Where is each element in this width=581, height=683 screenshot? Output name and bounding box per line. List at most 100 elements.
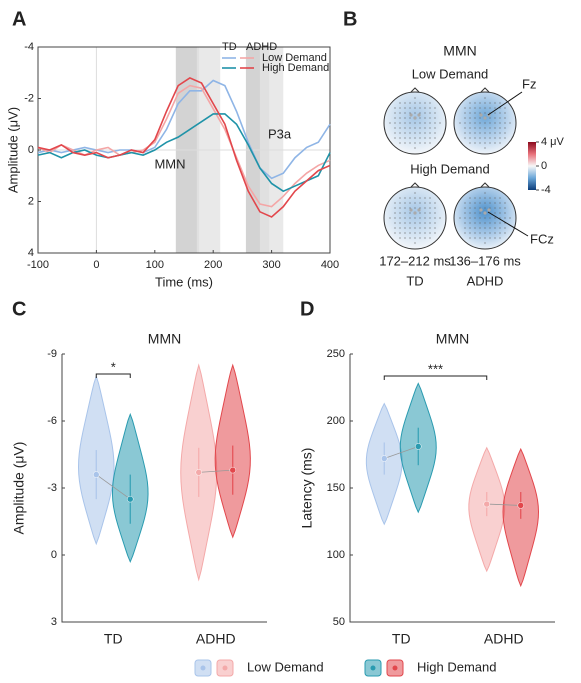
- electrode: [469, 217, 471, 219]
- electrode-label: Fz: [522, 76, 536, 91]
- electrode: [499, 197, 501, 199]
- roi-electrode: [479, 113, 483, 117]
- electrode: [429, 137, 431, 139]
- electrode: [434, 132, 436, 134]
- electrode: [489, 232, 491, 234]
- electrode: [494, 127, 496, 129]
- electrode: [474, 122, 476, 124]
- electrode: [424, 207, 426, 209]
- electrode: [474, 117, 476, 119]
- electrode: [499, 227, 501, 229]
- electrode: [414, 197, 416, 199]
- electrode: [504, 217, 506, 219]
- roi-electrode: [483, 211, 487, 215]
- electrode: [464, 227, 466, 229]
- electrode: [419, 202, 421, 204]
- electrode: [414, 202, 416, 204]
- electrode: [429, 237, 431, 239]
- electrode: [394, 137, 396, 139]
- annotation: P3a: [268, 126, 292, 141]
- electrode: [389, 217, 391, 219]
- electrode: [499, 107, 501, 109]
- colorbar-label: 0: [541, 160, 547, 172]
- electrode: [484, 102, 486, 104]
- electrode: [499, 232, 501, 234]
- electrode: [409, 202, 411, 204]
- electrode: [464, 212, 466, 214]
- mean-connector: [486, 503, 521, 506]
- electrode: [404, 122, 406, 124]
- electrode: [484, 192, 486, 194]
- x-tick-label: 200: [204, 259, 222, 271]
- electrode: [414, 122, 416, 124]
- legend-dot: [200, 665, 206, 671]
- electrode: [409, 197, 411, 199]
- topomap-title: MMN: [443, 43, 476, 59]
- electrode: [484, 197, 486, 199]
- panel-label: D: [300, 298, 314, 320]
- electrode: [429, 122, 431, 124]
- electrode: [414, 242, 416, 244]
- colorbar-label: -4: [541, 184, 551, 196]
- group-label: TD: [406, 273, 423, 288]
- electrode: [479, 132, 481, 134]
- electrode: [474, 222, 476, 224]
- electrode: [414, 112, 416, 114]
- x-tick-label: 0: [93, 259, 99, 271]
- electrode: [409, 212, 411, 214]
- electrode: [484, 242, 486, 244]
- electrode: [504, 132, 506, 134]
- electrode: [414, 192, 416, 194]
- electrode: [479, 217, 481, 219]
- electrode: [484, 237, 486, 239]
- electrode: [504, 117, 506, 119]
- electrode: [509, 122, 511, 124]
- electrode: [494, 207, 496, 209]
- electrode: [399, 107, 401, 109]
- roi-electrode: [409, 208, 413, 212]
- electrode: [484, 202, 486, 204]
- electrode: [469, 122, 471, 124]
- electrode: [404, 102, 406, 104]
- electrode: [424, 217, 426, 219]
- electrode: [404, 222, 406, 224]
- nose: [480, 182, 490, 188]
- electrode: [504, 137, 506, 139]
- electrode: [399, 112, 401, 114]
- electrode: [499, 112, 501, 114]
- legend-label: Low Demand: [262, 52, 327, 64]
- electrode: [434, 217, 436, 219]
- electrode-label: FCz: [530, 231, 554, 246]
- electrode: [414, 217, 416, 219]
- mean-dot: [483, 500, 490, 508]
- electrode: [494, 137, 496, 139]
- electrode: [489, 207, 491, 209]
- electrode: [474, 207, 476, 209]
- electrode: [414, 207, 416, 209]
- electrode: [469, 202, 471, 204]
- electrode: [474, 112, 476, 114]
- row-label: High Demand: [410, 161, 490, 176]
- y-axis-label: Amplitude (μV): [5, 107, 20, 193]
- electrode: [494, 217, 496, 219]
- electrode: [489, 102, 491, 104]
- electrode: [504, 107, 506, 109]
- colorbar-label: 4 μV: [541, 136, 565, 148]
- mean-dot: [127, 495, 134, 503]
- y-tick-label: -4: [24, 41, 34, 53]
- electrode: [484, 97, 486, 99]
- electrode: [404, 202, 406, 204]
- electrode: [479, 122, 481, 124]
- electrode: [494, 197, 496, 199]
- mean-dot: [195, 469, 202, 476]
- electrode: [394, 127, 396, 129]
- electrode: [469, 222, 471, 224]
- electrode: [394, 117, 396, 119]
- group-label: ADHD: [467, 273, 504, 288]
- electrode: [419, 112, 421, 114]
- electrode: [484, 222, 486, 224]
- electrode: [464, 207, 466, 209]
- electrode: [394, 132, 396, 134]
- electrode: [429, 107, 431, 109]
- electrode: [434, 127, 436, 129]
